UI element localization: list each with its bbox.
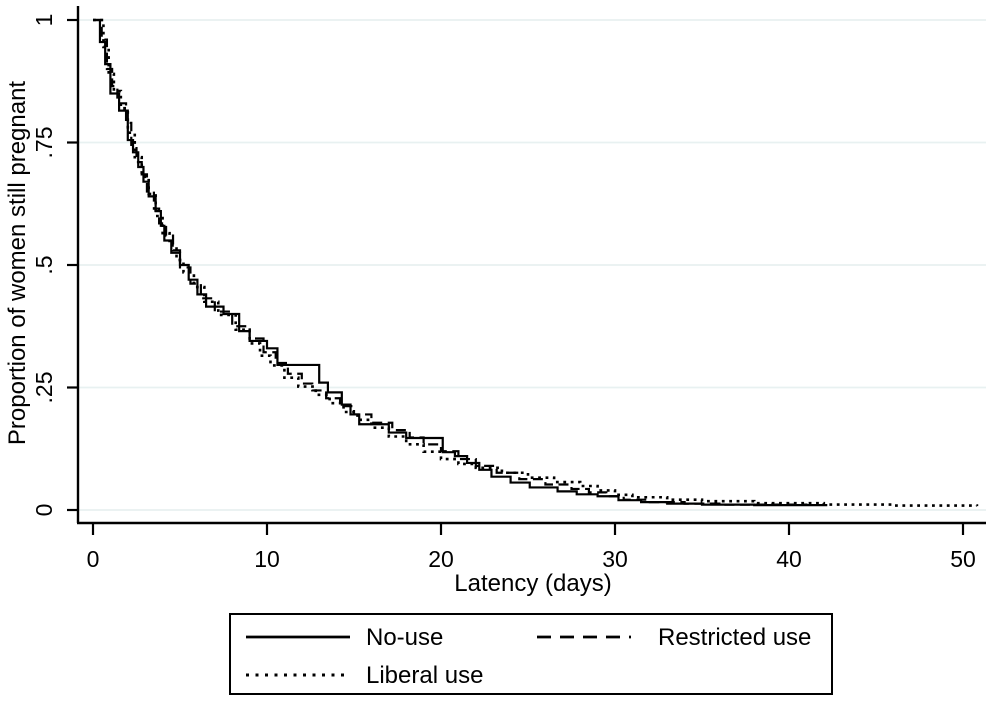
legend-sample-liberal-use xyxy=(246,673,350,677)
y-tick-label: 1 xyxy=(31,14,57,27)
y-axis-title: Proportion of women still pregnant xyxy=(4,81,31,446)
axis-ticks xyxy=(67,18,965,535)
x-tick-label: 20 xyxy=(428,546,454,572)
legend-box: No-use Restricted use Liberal use xyxy=(229,613,833,695)
series-line-no-use xyxy=(93,18,828,507)
legend-label-liberal-use: Liberal use xyxy=(366,662,484,689)
series-line-restricted-use xyxy=(93,18,808,506)
x-tick-label: 50 xyxy=(950,546,976,572)
x-tick-label: 10 xyxy=(254,546,280,572)
x-tick-label: 0 xyxy=(87,546,100,572)
series-curves xyxy=(93,18,979,507)
y-tick-label: .5 xyxy=(31,255,57,274)
x-tick-label: 30 xyxy=(602,546,628,572)
y-tick-label: 0 xyxy=(31,504,57,517)
axes xyxy=(76,6,986,525)
legend-label-no-use: No-use xyxy=(366,624,444,651)
legend-sample-no-use xyxy=(246,635,350,639)
y-tick-label: .25 xyxy=(31,372,57,404)
x-tick-label: 40 xyxy=(776,546,802,572)
legend-sample-restricted-use xyxy=(537,635,631,639)
legend-label-restricted-use: Restricted use xyxy=(658,624,812,651)
series-line-liberal-use xyxy=(93,18,979,507)
y-tick-label: .75 xyxy=(31,127,57,159)
x-axis-title: Latency (days) xyxy=(454,570,611,597)
gridlines xyxy=(78,19,986,511)
